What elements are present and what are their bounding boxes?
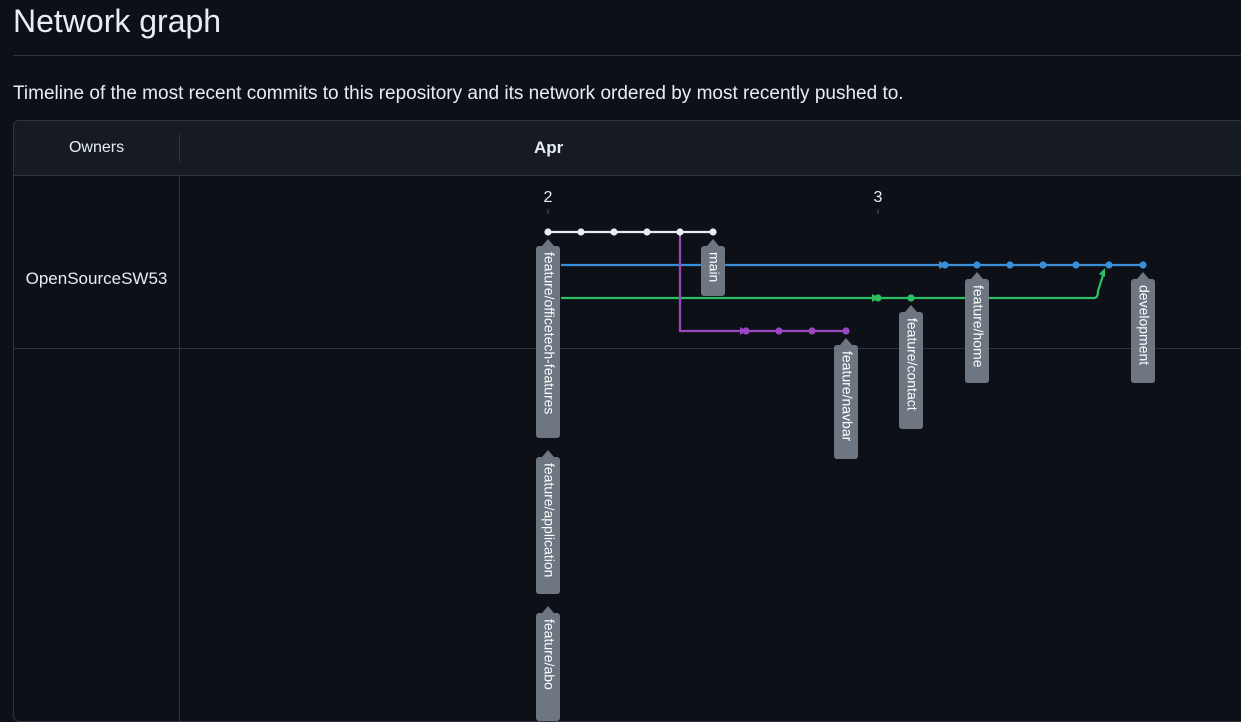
branch-label-main[interactable]: main	[706, 252, 722, 282]
branch-line-feature-contact	[561, 271, 1106, 300]
commit-dot[interactable]	[1105, 261, 1113, 269]
commit-dot[interactable]	[709, 228, 717, 236]
branch-label-pointer	[707, 239, 719, 246]
network-graph-panel: Owners Apr OpenSourceSW53 2 3 main developm…	[13, 120, 1241, 722]
branch-label-box[interactable]	[834, 345, 858, 459]
branch-label-feature-home[interactable]: feature/home	[970, 285, 986, 368]
header-divider	[179, 134, 180, 162]
merge-arrow-icon	[1099, 268, 1105, 277]
branch-label-feature-officetech-features[interactable]: feature/officetech-features	[541, 252, 557, 414]
branch-label-box[interactable]	[701, 246, 725, 296]
owners-column-header: Owners	[68, 139, 125, 156]
commit-dot[interactable]	[973, 261, 981, 269]
commit-dot[interactable]	[1072, 261, 1080, 269]
branch-label-box[interactable]	[536, 457, 560, 594]
branch-label-box[interactable]	[899, 312, 923, 429]
branch-label-pointer	[542, 606, 554, 613]
commit-dot[interactable]	[1006, 261, 1014, 269]
commit-dot[interactable]	[1139, 261, 1147, 269]
network-graph-canvas[interactable]: 2 3 main development feature/home feature/con…	[14, 121, 1241, 721]
month-label: Apr	[534, 138, 564, 157]
branch-label-pointer	[542, 450, 554, 457]
commit-dot[interactable]	[775, 327, 783, 335]
commit-dot[interactable]	[742, 327, 750, 335]
branch-label-box[interactable]	[536, 246, 560, 438]
branch-label-pointer	[971, 272, 983, 279]
day-tick-label: 3	[874, 189, 883, 206]
branch-label-box[interactable]	[1131, 279, 1155, 383]
page-description: Timeline of the most recent commits to t…	[13, 83, 904, 104]
branch-line-feature-navbar	[678, 232, 846, 333]
branch-label-feature-contact[interactable]: feature/contact	[904, 318, 920, 411]
branch-label-box[interactable]	[965, 279, 989, 383]
owners-column-divider	[179, 176, 180, 721]
branch-label-pointer	[840, 338, 852, 345]
commit-dot[interactable]	[808, 327, 816, 335]
commit-dot[interactable]	[544, 228, 552, 236]
page-title: Network graph	[13, 3, 222, 39]
graph-header: Owners Apr	[14, 121, 1241, 176]
commit-dot[interactable]	[610, 228, 618, 236]
commit-dot[interactable]	[577, 228, 585, 236]
branch-label-pointer	[905, 305, 917, 312]
commit-dot[interactable]	[941, 261, 949, 269]
owner-name-opensourcesw53[interactable]: OpenSourceSW53	[25, 269, 168, 288]
branch-label-feature-abo[interactable]: feature/abo	[541, 619, 557, 690]
branch-label-feature-navbar[interactable]: feature/navbar	[839, 351, 855, 442]
branch-label-pointer	[1137, 272, 1149, 279]
commit-dot[interactable]	[874, 294, 882, 302]
branch-label-development[interactable]: development	[1136, 285, 1152, 365]
title-divider	[13, 55, 1241, 56]
commit-dot[interactable]	[907, 294, 915, 302]
commit-dot[interactable]	[1039, 261, 1047, 269]
branch-label-feature-application[interactable]: feature/application	[541, 463, 557, 577]
commit-dot[interactable]	[676, 228, 684, 236]
day-tick-label: 2	[544, 189, 553, 206]
owner-row-divider	[14, 348, 1241, 349]
branch-label-pointer	[542, 239, 554, 246]
commit-dot[interactable]	[643, 228, 651, 236]
commit-dot[interactable]	[842, 327, 850, 335]
